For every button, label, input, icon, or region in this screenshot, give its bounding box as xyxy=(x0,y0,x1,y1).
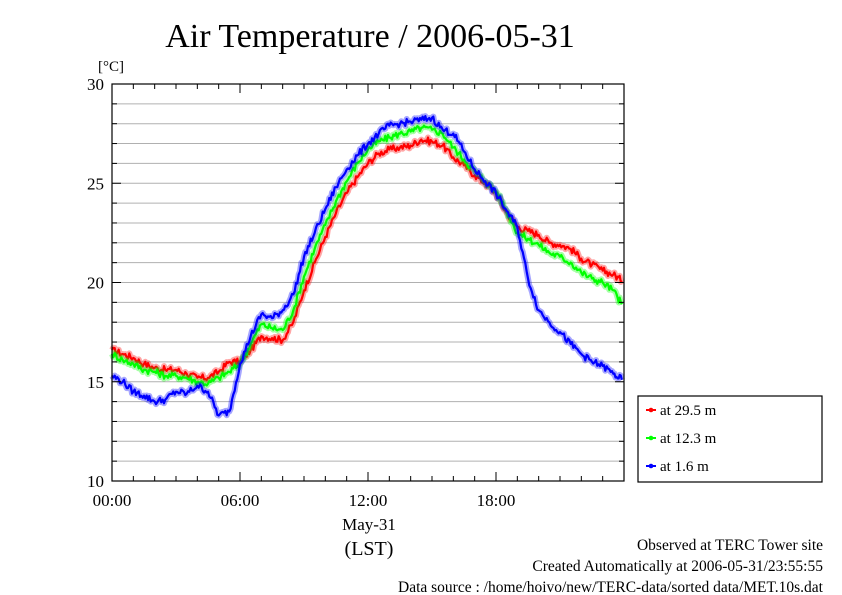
x-tick-label: 12:00 xyxy=(349,491,388,510)
legend-label-2: at 1.6 m xyxy=(660,459,709,475)
legend: at 29.5 m at 12.3 m at 1.6 m xyxy=(637,395,823,483)
series-lines xyxy=(109,113,625,419)
legend-marker-2 xyxy=(648,463,654,469)
series-line-1 xyxy=(110,124,623,387)
y-tick-label: 10 xyxy=(87,472,104,491)
footer-source: Data source : /home/hoivo/new/TERC-data/… xyxy=(398,579,824,595)
y-axis-label: [°C] xyxy=(98,59,124,75)
date-label: May-31 xyxy=(342,515,396,534)
x-tick-label: 18:00 xyxy=(477,491,516,510)
y-tick-label: 20 xyxy=(87,274,104,293)
y-tick-label: 30 xyxy=(87,75,104,94)
y-tick-label: 25 xyxy=(87,174,104,193)
legend-marker-0 xyxy=(648,407,654,413)
x-tick-label: 00:00 xyxy=(93,491,132,510)
footer-created: Created Automatically at 2006-05-31/23:5… xyxy=(532,558,823,575)
x-tick-label: 06:00 xyxy=(221,491,260,510)
legend-label-1: at 12.3 m xyxy=(660,431,717,447)
footer-site: Observed at TERC Tower site xyxy=(637,537,823,554)
chart-title: Air Temperature / 2006-05-31 xyxy=(165,18,575,55)
legend-label-0: at 29.5 m xyxy=(660,403,717,419)
x-tick-labels: 00:00 06:00 12:00 18:00 xyxy=(93,491,516,510)
series-line-0 xyxy=(111,136,623,382)
axis-ticks xyxy=(111,83,625,482)
legend-marker-1 xyxy=(648,435,654,441)
legend-box xyxy=(637,395,823,483)
y-tick-labels: 10 15 20 25 30 xyxy=(87,75,104,491)
x-axis-label: (LST) xyxy=(345,538,394,560)
y-tick-label: 15 xyxy=(87,373,104,392)
series-line-2 xyxy=(111,115,623,417)
series-halo-0 xyxy=(109,134,625,384)
